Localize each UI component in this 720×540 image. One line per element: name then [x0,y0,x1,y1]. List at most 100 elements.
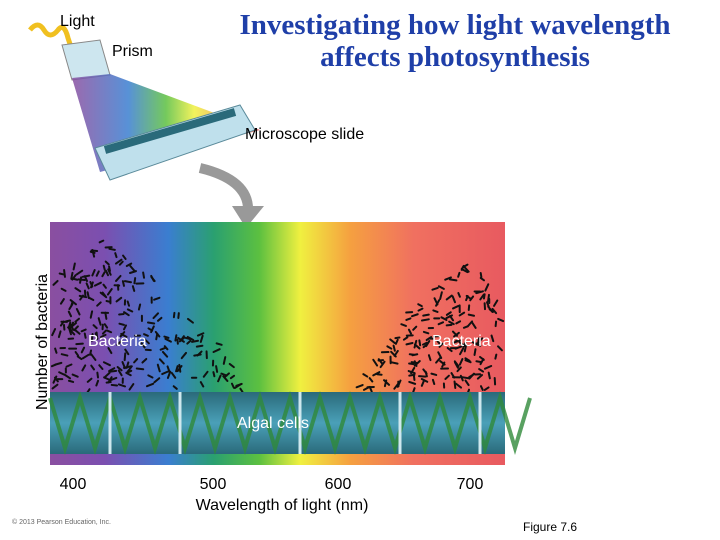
bacterium [478,368,485,373]
bacterium [94,332,99,340]
bacterium [59,320,65,327]
bacterium [484,283,490,292]
bacterium [453,331,460,338]
bacterium [497,317,505,323]
bacterium [437,285,445,290]
bacterium [229,374,236,380]
bacterium [146,321,156,325]
bacterium [376,373,383,376]
bacterium [444,374,450,380]
bacterium [413,343,421,350]
bacterium [95,379,100,387]
bacterium [102,283,107,289]
bacterium [394,338,399,345]
bacterium [497,345,503,352]
bacterium [413,360,418,367]
bacterium [430,372,438,376]
slide-label: Microscope slide [245,126,364,143]
bacterium [161,370,169,376]
bacterium [105,300,112,303]
bacterium [215,365,219,373]
bacterium [81,353,90,360]
bacterium [459,374,464,382]
bacterium [52,279,59,286]
bacterium [74,329,81,335]
bacterium [163,345,169,351]
bacterium [52,375,58,384]
bacterium [73,325,79,332]
bacterium [140,342,146,349]
title-line: Investigating how light wavelength [239,9,670,41]
bacterium [81,274,91,278]
bacterium [456,366,462,373]
bacterium [493,299,499,307]
bacterium [432,309,439,313]
bacterium [128,270,137,274]
bacterium [479,293,485,301]
bacterium [396,379,402,388]
bacterium [394,336,401,340]
bacterium [131,285,136,292]
bacterium [408,362,415,366]
bacterium [101,329,107,335]
bacterium [135,367,145,371]
bacterium [212,371,216,378]
bacterium [422,313,430,317]
bacterium [437,351,443,359]
bacterium [453,380,457,389]
bacterium [124,348,130,356]
bacterium [427,354,432,362]
bacterium [166,365,171,374]
bacterium [490,334,495,343]
bacterium [154,330,161,338]
bacterium [448,278,458,282]
bacterium [425,340,431,348]
bacterium [92,324,98,330]
bacterium [156,363,161,373]
bacterium [180,351,188,360]
bacterium [89,349,93,356]
bacterium [133,277,137,285]
bacterium [76,355,83,361]
bacterium [152,312,160,320]
bacterium [467,313,476,317]
bacterium [452,340,459,344]
bacterium [103,371,111,379]
bacterium [475,360,482,363]
bacterium [494,353,498,360]
bacterium [101,271,106,278]
bacterium [476,374,484,380]
bacterium [407,328,413,335]
bacterium [436,340,442,347]
bacterium [446,346,453,353]
bacterium [156,316,163,322]
bacteria-label: Bacteria [432,333,491,350]
bacterium [108,367,116,373]
bacterium [75,307,81,316]
bacterium [102,361,111,367]
bacterium [170,371,177,379]
bacterium [118,260,124,266]
bacterium [63,269,66,278]
bacterium [175,365,179,373]
bacterium [431,378,436,386]
chloroplast [48,391,532,455]
bacterium [463,266,470,273]
bacterium [108,265,111,272]
bacterium [68,321,72,328]
bacterium [483,386,490,391]
bacterium [468,372,476,379]
copyright: © 2013 Pearson Education, Inc. [12,518,111,526]
bacterium [91,269,96,277]
bacterium [133,358,139,364]
title-line: affects photosynthesis [320,41,590,73]
bacterium [104,260,110,266]
bacterium [239,387,244,394]
bacterium [126,308,134,313]
bacterium [372,358,379,367]
x-tick-label: 400 [60,476,87,493]
bacterium [452,304,460,310]
bacterium [60,353,69,357]
bacterium [392,344,396,352]
bacterium [458,311,466,317]
